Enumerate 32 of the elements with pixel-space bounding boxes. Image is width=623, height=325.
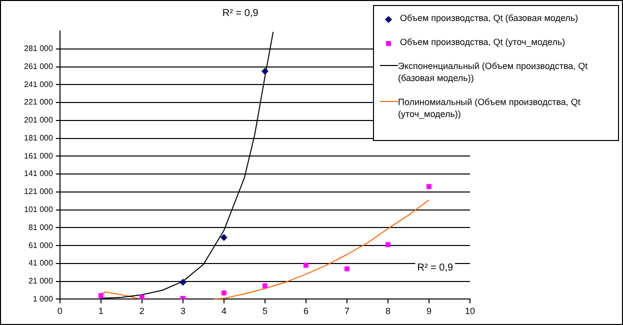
- y-tick-label: 141 000: [24, 169, 54, 178]
- annotation: R² = 0,9: [417, 262, 454, 274]
- x-tick-label: 7: [344, 306, 350, 316]
- x-tick-label: 2: [139, 306, 144, 316]
- y-tick-label: 201 000: [24, 116, 54, 125]
- legend-label: Объем производства, Qt (уточ_модель): [399, 36, 566, 48]
- x-tick-label: 1: [98, 306, 104, 316]
- x-tick-label: 3: [180, 306, 186, 316]
- y-tick-label: 121 000: [24, 187, 54, 196]
- legend-label: Объем производства, Qt (базовая модель): [399, 12, 580, 24]
- y-tick-label: 221 000: [24, 98, 54, 107]
- y-tick-label: 261 000: [24, 62, 54, 71]
- y-tick-label: 41 000: [28, 258, 54, 268]
- x-tick-label: 4: [221, 306, 226, 316]
- y-tick-label: 241 000: [24, 80, 54, 89]
- y-tick-label: 1 000: [32, 294, 54, 304]
- x-tick-label: 6: [303, 306, 308, 316]
- x-tick-label: 8: [385, 306, 390, 316]
- x-tick-label: 0: [57, 306, 62, 316]
- y-tick-label: 21 000: [28, 276, 54, 286]
- y-tick-label: 181 000: [24, 133, 54, 142]
- y-tick-label: 61 000: [28, 240, 54, 250]
- x-tick-label: 10: [464, 306, 476, 316]
- text: R² = 0,9: [222, 8, 259, 19]
- y-tick-label: 161 000: [24, 151, 54, 160]
- y-tick-label: 281 000: [24, 44, 54, 54]
- x-tick-label: 9: [426, 306, 432, 316]
- y-tick-label: 101 000: [24, 205, 54, 214]
- y-tick-label: 81 000: [28, 222, 54, 232]
- x-tick-label: 5: [262, 306, 268, 316]
- legend-label: Экспоненциальный (Объем производства, Qt (базовая модель)): [398, 60, 589, 84]
- legend-label: Полиномиальный (Объем производства, Qt (уточ_модель)): [398, 96, 582, 120]
